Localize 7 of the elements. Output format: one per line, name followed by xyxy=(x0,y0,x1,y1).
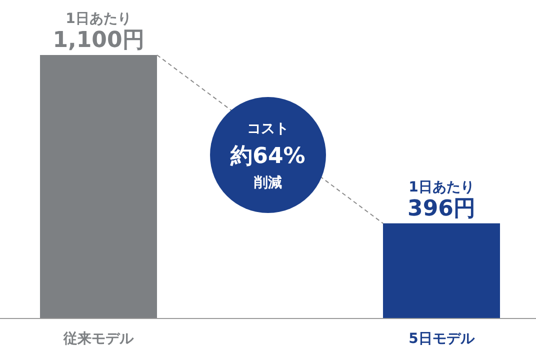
x-tick-label: 5日モデル xyxy=(408,331,476,347)
annotation: 削減 xyxy=(253,175,282,191)
annotation: 約64% xyxy=(230,144,306,169)
annotation: コスト xyxy=(247,121,289,137)
data-label: 1日あたり 396円 xyxy=(408,179,476,222)
data-label: 1日あたり 1,100円 xyxy=(52,11,144,53)
x-tick-label: 従来モデル xyxy=(62,331,134,347)
